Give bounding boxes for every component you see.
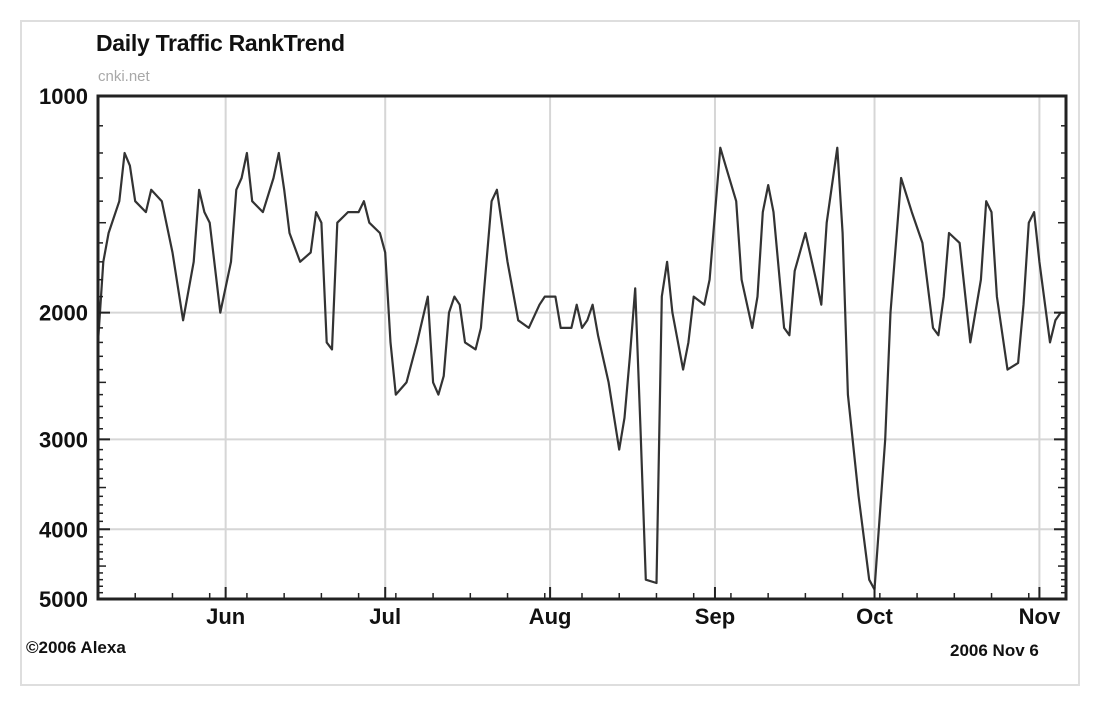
x-tick-label: Aug — [529, 604, 572, 629]
chart-subtitle: cnki.net — [98, 68, 150, 85]
copyright-text: ©2006 Alexa — [26, 638, 126, 657]
x-tick-label: Jul — [369, 604, 401, 629]
y-tick-label: 5000 — [39, 587, 88, 612]
date-stamp: 2006 Nov 6 — [950, 641, 1039, 660]
x-tick-label: Jun — [206, 604, 245, 629]
x-tick-label: Sep — [695, 604, 735, 629]
x-tick-label: Nov — [1019, 604, 1061, 629]
y-tick-label: 1000 — [39, 84, 88, 109]
y-tick-label: 2000 — [39, 301, 88, 326]
series-line — [96, 146, 1066, 591]
y-tick-label: 4000 — [39, 517, 88, 542]
y-tick-label: 3000 — [39, 427, 88, 452]
chart-title: Daily Traffic RankTrend — [96, 30, 345, 56]
x-tick-label: Oct — [856, 604, 893, 629]
